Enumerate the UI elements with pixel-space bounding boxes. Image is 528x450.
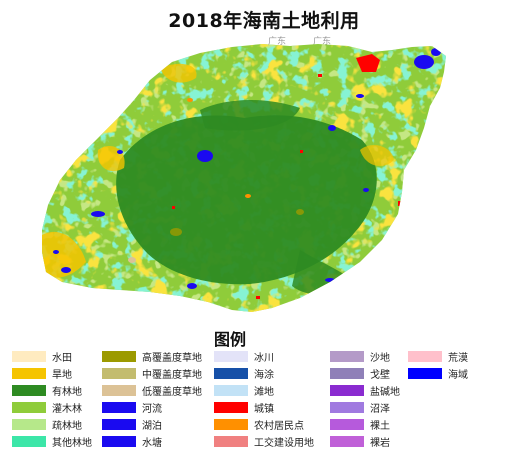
legend-label: 裸岩: [370, 437, 390, 449]
legend-item: 沼泽: [330, 400, 390, 415]
hainan-land-use-map: [42, 44, 446, 312]
legend-swatch: [214, 384, 248, 396]
legend-item: 工交建设用地: [214, 434, 314, 449]
legend-item: 戈壁: [330, 366, 390, 381]
legend-label: 沼泽: [370, 403, 390, 415]
legend-swatch: [214, 367, 248, 379]
legend-label: 盐碱地: [370, 386, 400, 398]
legend-swatch: [102, 401, 136, 413]
legend-swatch: [330, 418, 364, 430]
legend-swatch: [330, 384, 364, 396]
legend-title: 图例: [213, 330, 246, 349]
legend-item: 冰川: [214, 349, 274, 364]
legend-swatch: [102, 367, 136, 379]
legend-label: 海涂: [254, 369, 274, 381]
legend-label: 戈壁: [370, 369, 390, 381]
legend-swatch: [330, 435, 364, 447]
legend-item: 中覆盖度草地: [102, 366, 202, 381]
legend-label: 裸土: [370, 420, 390, 432]
legend-swatch: [214, 401, 248, 413]
legend-swatch: [102, 350, 136, 362]
legend-swatch: [214, 418, 248, 430]
legend-swatch: [12, 350, 46, 362]
legend-label: 中覆盖度草地: [142, 369, 202, 381]
legend-label: 其他林地: [52, 437, 92, 449]
legend-item: 农村居民点: [214, 417, 304, 432]
legend-item: 荒漠: [408, 349, 468, 364]
legend-swatch: [330, 367, 364, 379]
legend-item: 裸岩: [330, 434, 390, 449]
legend-item: 高覆盖度草地: [102, 349, 202, 364]
legend-label: 低覆盖度草地: [142, 386, 202, 398]
legend-item: 水田: [12, 349, 72, 364]
faint-region-label: 广东: [268, 37, 287, 47]
legend-item: 水塘: [102, 434, 162, 449]
legend-item: 河流: [102, 400, 162, 415]
faint-region-label: 广东: [313, 37, 332, 47]
legend-label: 水塘: [142, 437, 162, 449]
legend-swatch: [214, 435, 248, 447]
legend-swatch: [12, 401, 46, 413]
legend-swatch: [408, 367, 442, 379]
legend-item: 裸土: [330, 417, 390, 432]
legend-label: 沙地: [370, 352, 390, 364]
legend-swatch: [12, 435, 46, 447]
legend-item: 灌木林: [12, 400, 82, 415]
map-title: 2018年海南土地利用: [168, 10, 360, 32]
legend-label: 疏林地: [52, 420, 82, 432]
legend-swatch: [330, 401, 364, 413]
legend-swatch: [12, 367, 46, 379]
legend-item: 湖泊: [102, 417, 162, 432]
legend-item: 海域: [408, 366, 468, 381]
legend-label: 荒漠: [448, 352, 468, 364]
legend-label: 工交建设用地: [254, 437, 314, 449]
legend-item: 低覆盖度草地: [102, 383, 202, 398]
legend-item: 旱地: [12, 366, 72, 381]
legend-label: 滩地: [254, 386, 274, 398]
legend-item: 其他林地: [12, 434, 92, 449]
legend-item: 滩地: [214, 383, 274, 398]
legend-label: 灌木林: [52, 403, 82, 415]
legend-swatch: [330, 350, 364, 362]
legend-label: 旱地: [52, 369, 72, 381]
island-land-cover: [42, 44, 446, 312]
legend-swatch: [102, 384, 136, 396]
legend-swatch: [214, 350, 248, 362]
legend-swatch: [408, 350, 442, 362]
legend-label: 河流: [142, 403, 162, 415]
legend-item: 城镇: [214, 400, 274, 415]
legend-swatch: [102, 435, 136, 447]
legend-label: 湖泊: [142, 420, 162, 432]
legend-item: 盐碱地: [330, 383, 400, 398]
legend-label: 冰川: [254, 352, 274, 364]
legend-item: 有林地: [12, 383, 82, 398]
legend-item: 海涂: [214, 366, 274, 381]
legend-label: 农村居民点: [254, 420, 304, 432]
legend-label: 海域: [448, 369, 468, 381]
legend-swatch: [12, 384, 46, 396]
legend-label: 高覆盖度草地: [142, 352, 202, 364]
legend-swatch: [102, 418, 136, 430]
legend-label: 水田: [52, 352, 72, 364]
legend-swatch: [12, 418, 46, 430]
legend-item: 沙地: [330, 349, 390, 364]
legend-label: 有林地: [52, 386, 82, 398]
legend-label: 城镇: [254, 403, 274, 415]
legend-item: 疏林地: [12, 417, 82, 432]
